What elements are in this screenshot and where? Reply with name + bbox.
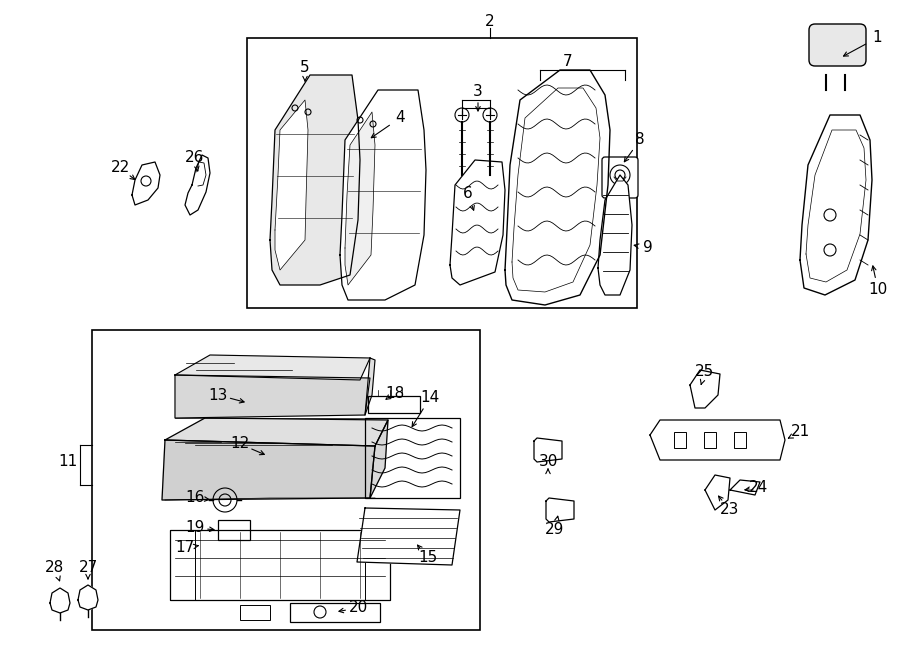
Bar [170,530,390,600]
Bar [218,520,250,540]
Text: 24: 24 [749,481,768,496]
Bar [240,605,270,620]
Text: 25: 25 [696,364,715,379]
Text: 6: 6 [464,186,472,202]
FancyBboxPatch shape [809,24,866,66]
Polygon shape [365,358,375,415]
Text: 2: 2 [485,15,495,30]
Text: 12: 12 [230,436,249,451]
Text: 19: 19 [185,520,204,535]
Polygon shape [800,115,872,295]
Polygon shape [275,100,308,270]
Polygon shape [690,370,720,408]
Polygon shape [546,498,574,522]
Text: 28: 28 [45,561,65,576]
Text: 3: 3 [473,85,483,100]
Bar [368,396,420,413]
Text: 23: 23 [720,502,740,518]
Polygon shape [345,112,375,285]
Text: 16: 16 [185,490,204,506]
Text: 13: 13 [208,387,228,403]
Bar [704,432,716,448]
Polygon shape [534,438,562,462]
Bar [92,330,480,630]
Bar [674,432,686,448]
Bar [290,603,380,622]
Text: 18: 18 [385,385,405,401]
Text: 10: 10 [868,282,887,297]
Polygon shape [175,375,370,418]
Text: 29: 29 [545,522,564,537]
Text: 20: 20 [348,600,367,615]
Polygon shape [165,418,388,446]
Text: 15: 15 [418,551,437,566]
Text: 27: 27 [78,561,97,576]
Text: 26: 26 [185,151,204,165]
Polygon shape [650,420,785,460]
Polygon shape [132,162,160,205]
Text: 4: 4 [395,110,405,126]
Text: 21: 21 [790,424,810,440]
Polygon shape [730,480,760,495]
Text: 11: 11 [58,455,77,469]
Text: 8: 8 [635,132,644,147]
Polygon shape [175,355,370,380]
Bar [365,418,460,498]
Text: 5: 5 [301,61,310,75]
Text: 14: 14 [420,391,439,405]
Text: 17: 17 [176,541,194,555]
Polygon shape [357,508,460,565]
Bar [734,432,746,448]
Text: 22: 22 [111,161,130,176]
Text: 7: 7 [563,54,572,69]
Polygon shape [598,175,632,295]
Text: 9: 9 [644,241,652,256]
Bar [170,530,195,600]
Polygon shape [185,155,210,215]
Text: 1: 1 [872,30,882,46]
Polygon shape [450,160,505,285]
Bar [247,38,637,308]
Bar [365,530,390,600]
Polygon shape [270,75,360,285]
Polygon shape [705,475,730,510]
Polygon shape [370,420,388,498]
FancyBboxPatch shape [602,157,638,198]
Polygon shape [50,588,70,613]
Polygon shape [162,440,375,500]
Polygon shape [78,585,98,610]
Polygon shape [340,90,426,300]
Polygon shape [505,70,610,305]
Text: 30: 30 [538,455,558,469]
